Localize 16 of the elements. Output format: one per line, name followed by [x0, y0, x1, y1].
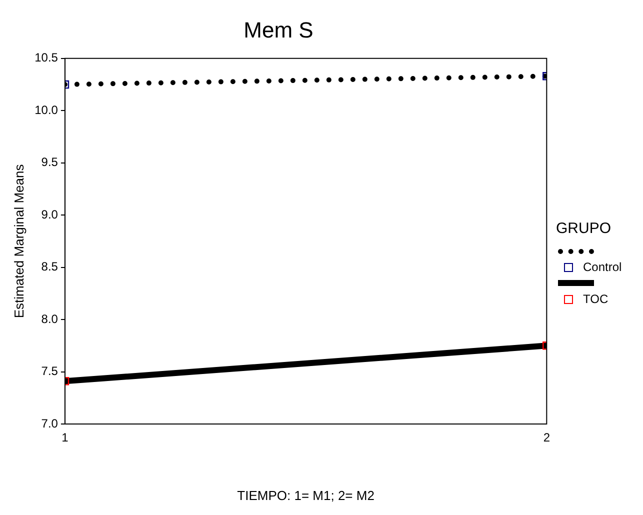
x-axis-title: TIEMPO: 1= M1; 2= M2	[237, 488, 374, 503]
y-tick-label: 7.0	[41, 416, 58, 430]
y-tick-label: 9.5	[41, 155, 58, 170]
y-tick-label: 8.5	[41, 260, 58, 274]
legend-title: GRUPO	[556, 220, 612, 237]
legend-label: Control	[583, 260, 622, 274]
y-axis-title: Estimated Marginal Means	[11, 164, 26, 318]
y-tick-label: 10.5	[34, 50, 58, 65]
chart-title: Mem S	[244, 17, 314, 42]
y-tick-label: 9.0	[41, 207, 58, 222]
legend-label: TOC	[583, 292, 608, 306]
x-tick-label: 1	[62, 430, 69, 445]
y-tick-label: 7.5	[41, 364, 58, 378]
y-tick-label: 10.0	[34, 102, 58, 117]
y-tick-label: 8.0	[41, 312, 58, 326]
x-tick-label: 2	[543, 430, 550, 445]
